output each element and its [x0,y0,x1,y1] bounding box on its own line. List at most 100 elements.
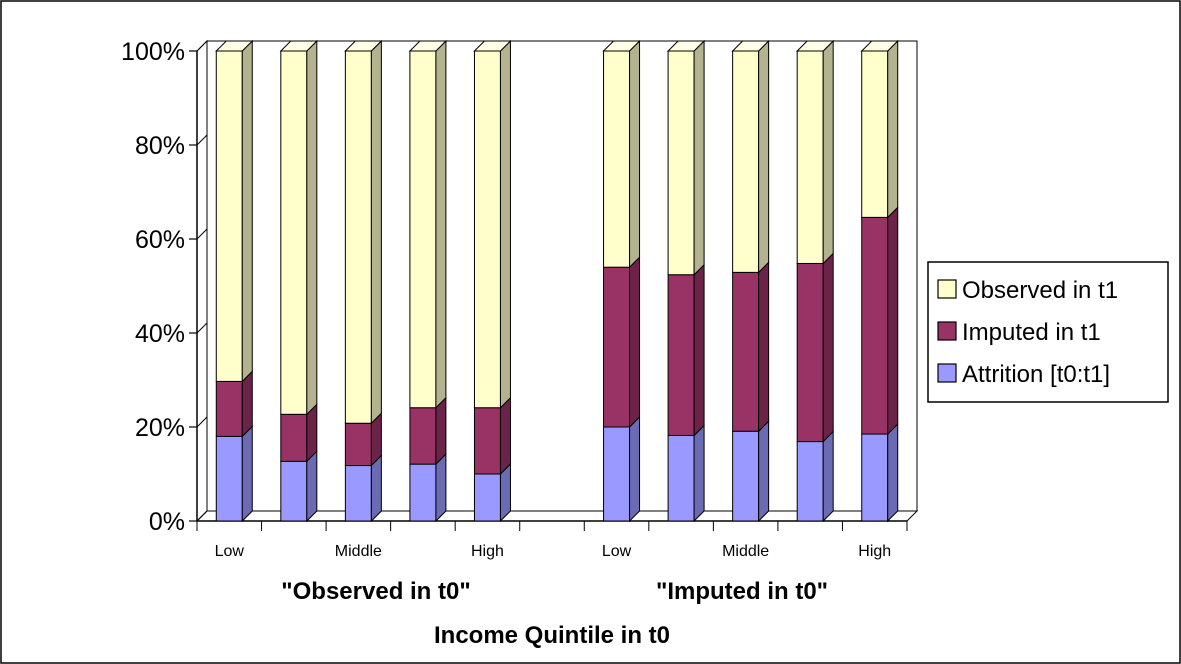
bar-top-face [215,40,254,52]
bar-segment [732,430,760,522]
bar-segment [215,50,243,382]
bar-segment [667,50,695,276]
bar-segment-side [370,454,382,523]
bar-stack [795,39,835,523]
x-category-label: Middle [335,543,382,560]
bar-segment-side [435,39,447,409]
bar-segment [732,50,760,273]
y-tick-connector [196,40,208,52]
x-category-label: High [858,543,891,560]
bar-segment-side [435,452,447,523]
bar-segment-side [241,425,253,523]
bar-segment [603,266,631,428]
bar-segment-side [822,430,834,523]
legend-swatch [937,279,957,299]
bar-stack [344,39,383,523]
legend-label: Observed in t1 [962,277,1118,304]
side-wall [196,39,208,523]
legend-swatch [937,363,957,383]
bar-top-face [344,40,383,52]
bar-segment [409,50,437,409]
bar-segment-side [499,39,511,409]
y-tick-label: 60% [135,226,185,254]
bar-segment [473,473,501,522]
bar-stack [473,39,512,523]
bar-segment [473,407,501,475]
bar-segment-side [629,39,641,269]
x-category-label: Low [602,543,632,560]
bar-segment-side [306,39,318,416]
bar-segment-side [306,450,318,523]
bar-segment-side [629,255,641,429]
bar-top-face [731,40,770,52]
bar-top-face [473,40,512,52]
bar-segment [280,413,308,462]
axis-labels: "Observed in t0" "Imputed in t0" Income … [281,578,828,649]
bar-segment [280,50,308,415]
bar-stack [731,39,770,523]
bar-segment-side [629,415,641,523]
bar-segment [796,50,824,264]
bar-top-face [408,40,448,52]
bar-segment-side [499,396,511,476]
legend: Observed in t1 Imputed in t1 Attrition [t0… [927,261,1169,403]
x-axis: Low Middle High Low Middle High [196,520,908,560]
bar-segment [861,433,889,522]
y-tick-connector [196,134,208,146]
bar-stack [279,39,319,523]
bar-segment-side [758,261,770,433]
group-label-observed: "Observed in t0" [281,578,470,605]
bar-segment [409,407,437,465]
bar-segment [215,380,243,437]
bar-segment-side [241,39,253,383]
bar-top-face [860,40,899,52]
y-tick-label: 100% [121,38,185,66]
bar-segment-side [758,420,770,523]
bar-top-face [279,40,319,52]
y-tick-connector [196,322,208,334]
bar-segment [796,441,824,522]
bar-segment-side [758,39,770,274]
bar-top-face [795,40,835,52]
bar-segment-side [887,39,899,219]
x-category-label: Middle [722,543,769,560]
y-tick-connector [196,416,208,428]
y-axis: 0% 20% 40% 60% 80% 100% [121,38,208,536]
bar-segment-side [887,206,899,436]
bar-segment-side [822,39,834,265]
bar-segment [861,216,889,435]
bar-stack [666,39,706,523]
bar-stack [408,39,448,523]
bar-segment [667,434,695,522]
bar-stack [860,39,899,523]
x-category-label: High [471,543,504,560]
bar-segment [603,426,631,522]
bar-stack [602,39,641,523]
y-tick-connector [196,228,208,240]
bar-stack [215,39,254,523]
bar-segment-side [887,422,899,523]
bar-top-face [666,40,706,52]
y-tick-label: 0% [149,508,185,536]
group-label-imputed: "Imputed in t0" [656,578,828,605]
y-tick-connector [196,510,208,522]
bar-segment [344,50,372,424]
bar-segment [796,262,824,443]
legend-label: Imputed in t1 [962,319,1101,346]
y-tick-label: 20% [135,414,185,442]
bar-segment [603,50,631,268]
bar-segment-side [370,39,382,425]
bars [215,39,899,523]
y-tick-label: 40% [135,320,185,348]
bar-segment [861,50,889,218]
bar-segment [473,50,501,409]
bar-segment [215,435,243,522]
y-tick-label: 80% [135,132,185,160]
legend-box [927,261,1169,403]
bar-segment-side [693,424,705,523]
bar-segment [409,463,437,522]
legend-label: Attrition [t0:t1] [962,361,1110,388]
bar-top-face [602,40,641,52]
